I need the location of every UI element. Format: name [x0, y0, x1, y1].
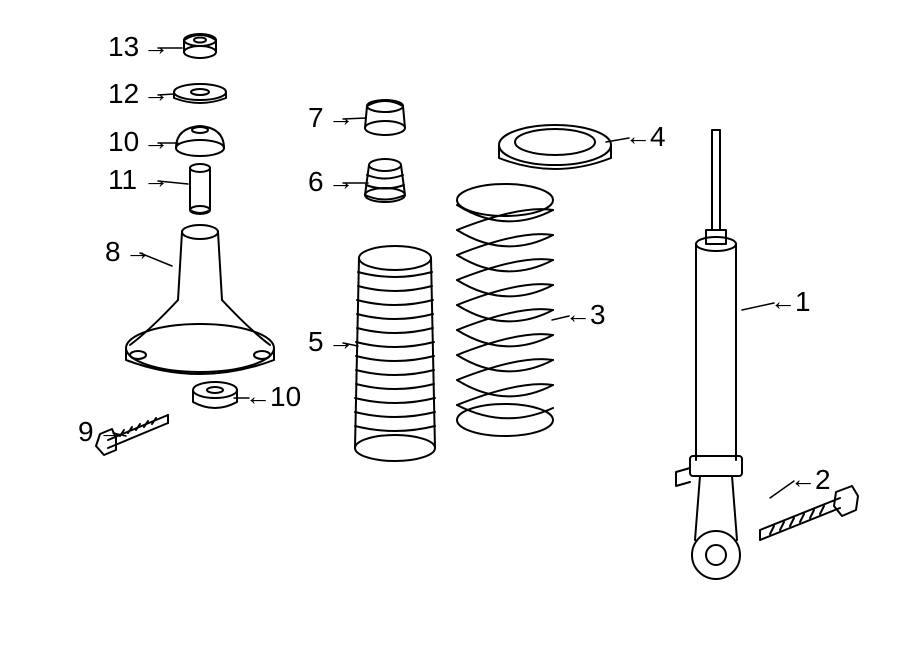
- callout-9: 9: [78, 416, 94, 448]
- callout-12: 12: [108, 78, 139, 110]
- arrow-right-icon: →: [328, 328, 354, 354]
- arrow-right-icon: →: [143, 33, 169, 59]
- arrow-left-icon: ←: [245, 383, 271, 409]
- part-bumper-6: [365, 159, 405, 202]
- arrow-left-icon: ←: [770, 288, 796, 314]
- part-sleeve-11: [190, 164, 210, 214]
- arrow-right-icon: →: [328, 104, 354, 130]
- part-cap-10a: [176, 126, 224, 156]
- callout-1: 1: [795, 286, 811, 318]
- callout-13: 13: [108, 31, 139, 63]
- part-washer-12: [174, 84, 226, 103]
- arrow-right-icon: →: [328, 168, 354, 194]
- callout-3: 3: [590, 299, 606, 331]
- part-nut-13: [184, 34, 216, 58]
- callout-4: 4: [650, 121, 666, 153]
- callout-6: 6: [308, 166, 324, 198]
- part-cap-10b: [193, 382, 237, 408]
- callout-8: 8: [105, 236, 121, 268]
- arrow-right-icon: →: [143, 166, 169, 192]
- callout-10a: 10: [108, 126, 139, 158]
- arrow-left-icon: ←: [565, 301, 591, 327]
- part-shock-1: [676, 130, 742, 579]
- arrow-left-icon: ←: [790, 466, 816, 492]
- arrow-left-icon: ←: [625, 123, 651, 149]
- arrow-right-icon: →: [125, 238, 151, 264]
- callout-7: 7: [308, 102, 324, 134]
- arrow-right-icon: →: [143, 128, 169, 154]
- callout-11: 11: [108, 164, 137, 196]
- part-spring-3: [457, 184, 553, 436]
- arrow-right-icon: →: [98, 418, 124, 444]
- part-bumper-cap-7: [365, 100, 405, 135]
- callout-10b: 10: [270, 381, 301, 413]
- callout-2: 2: [815, 464, 831, 496]
- arrow-right-icon: →: [143, 80, 169, 106]
- callout-5: 5: [308, 326, 324, 358]
- part-boot-5: [355, 246, 435, 461]
- part-insulator-4: [499, 125, 611, 169]
